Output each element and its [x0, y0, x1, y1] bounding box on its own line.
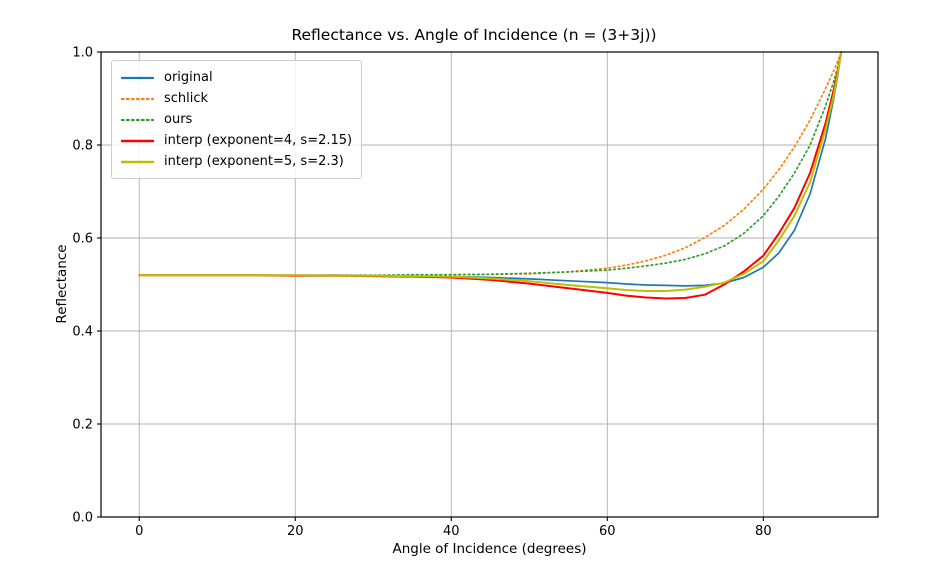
legend-item-label: schlick [164, 91, 209, 106]
legend-item-label: interp (exponent=5, s=2.3) [164, 154, 344, 169]
svg-text:40: 40 [443, 524, 460, 539]
legend-line-sample [121, 118, 154, 121]
legend-item-label: original [164, 70, 213, 85]
svg-text:0.2: 0.2 [72, 418, 93, 433]
legend-line-sample [121, 76, 154, 79]
svg-text:60: 60 [599, 524, 616, 539]
svg-text:0.0: 0.0 [72, 511, 93, 526]
svg-text:0.4: 0.4 [72, 325, 93, 340]
svg-text:1.0: 1.0 [72, 46, 93, 61]
legend-item: interp (exponent=5, s=2.3) [121, 151, 352, 172]
legend-line-sample [121, 139, 154, 142]
legend-item-label: interp (exponent=4, s=2.15) [164, 133, 353, 148]
y-axis-label: Reflectance [54, 244, 70, 324]
legend-item-label: ours [164, 112, 193, 127]
legend-item: original [121, 67, 352, 88]
svg-text:0.6: 0.6 [72, 232, 93, 247]
svg-text:0: 0 [135, 524, 143, 539]
legend-line-sample [121, 160, 154, 163]
chart-title: Reflectance vs. Angle of Incidence (n = … [291, 26, 657, 44]
legend: original schlick ours interp (exponent=4… [111, 60, 363, 179]
svg-text:0.8: 0.8 [72, 139, 93, 154]
x-axis-label: Angle of Incidence (degrees) [392, 541, 587, 557]
svg-text:80: 80 [755, 524, 772, 539]
legend-item: ours [121, 109, 352, 130]
svg-text:20: 20 [287, 524, 304, 539]
legend-line-sample [121, 97, 154, 100]
legend-item: interp (exponent=4, s=2.15) [121, 130, 352, 151]
legend-item: schlick [121, 88, 352, 109]
